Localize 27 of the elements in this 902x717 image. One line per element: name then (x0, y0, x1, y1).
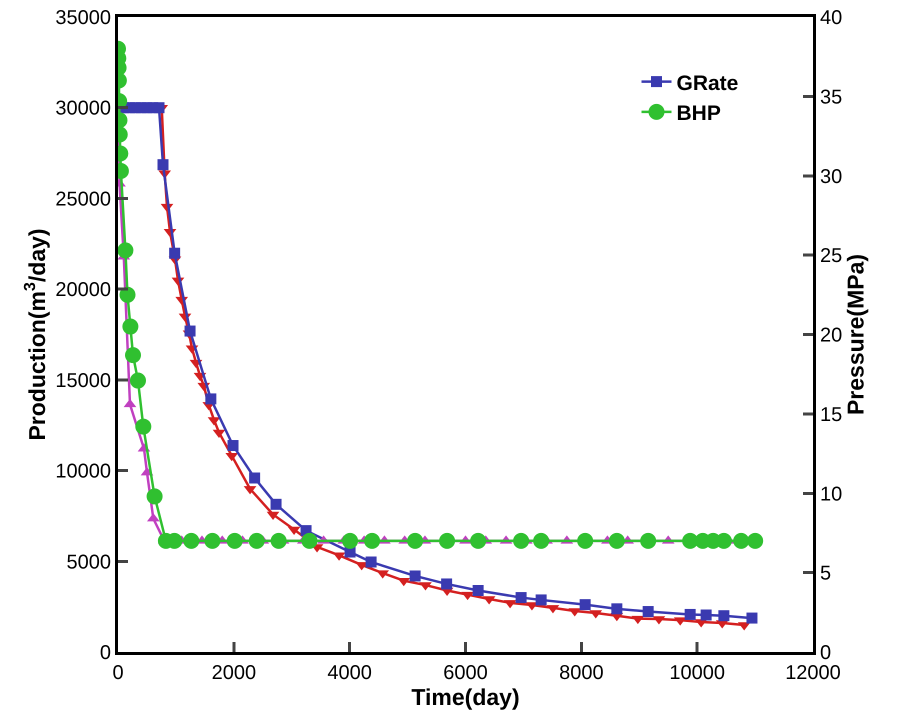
y2-tick-label: 25 (820, 245, 842, 268)
x-tick-label: 6000 (443, 662, 488, 684)
x-tick-label: 8000 (559, 662, 604, 684)
y2-tick-label: 10 (820, 483, 842, 506)
y-tick-label: 35000 (55, 7, 111, 29)
y2-tick-label: 30 (820, 166, 842, 188)
y2-axis-title: Pressure(MPa) (842, 254, 868, 416)
x-axis-title: Time(day) (411, 684, 520, 710)
y-tick-label: 25000 (55, 188, 111, 210)
y2-tick-label: 35 (820, 86, 842, 108)
legend-label: GRate (676, 72, 738, 95)
y-tick-label: 15000 (55, 370, 111, 392)
y-tick-label: 30000 (55, 98, 111, 120)
y-tick-label: 5000 (66, 551, 111, 574)
y2-tick-label: 5 (820, 562, 832, 585)
x-tick-label: 10000 (669, 662, 725, 684)
y-tick-label: 0 (100, 642, 111, 664)
x-tick-label: 2000 (212, 662, 256, 684)
y2-tick-label: 40 (820, 7, 842, 29)
y2-tick-label: 20 (820, 324, 842, 346)
x-tick-label: 12000 (785, 662, 841, 684)
y2-tick-label: 0 (820, 642, 832, 664)
legend-label: BHP (676, 102, 721, 126)
x-tick-label: 4000 (327, 662, 372, 684)
y-tick-label: 10000 (55, 460, 111, 483)
y-tick-label: 20000 (55, 279, 111, 302)
y2-tick-label: 15 (820, 404, 842, 426)
